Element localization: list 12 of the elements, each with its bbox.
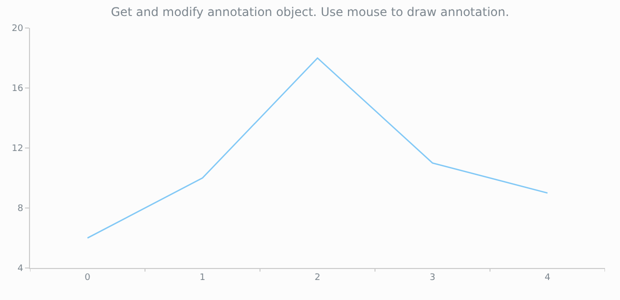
y-tick-label: 20 <box>12 24 24 34</box>
x-tick-label: 2 <box>314 272 320 283</box>
x-tick-label: 3 <box>430 272 436 283</box>
y-tick-label: 16 <box>12 84 24 94</box>
y-tick-label: 8 <box>17 204 24 214</box>
line-series <box>86 57 548 239</box>
x-tick-label: 0 <box>84 272 91 283</box>
y-tick-label: 12 <box>12 144 24 154</box>
x-tick-label: 4 <box>544 272 551 283</box>
x-tick-label: 1 <box>200 272 206 283</box>
chart-title: Get and modify annotation object. Use mouse to draw annotation. <box>110 4 510 19</box>
y-tick-label: 4 <box>17 264 24 274</box>
